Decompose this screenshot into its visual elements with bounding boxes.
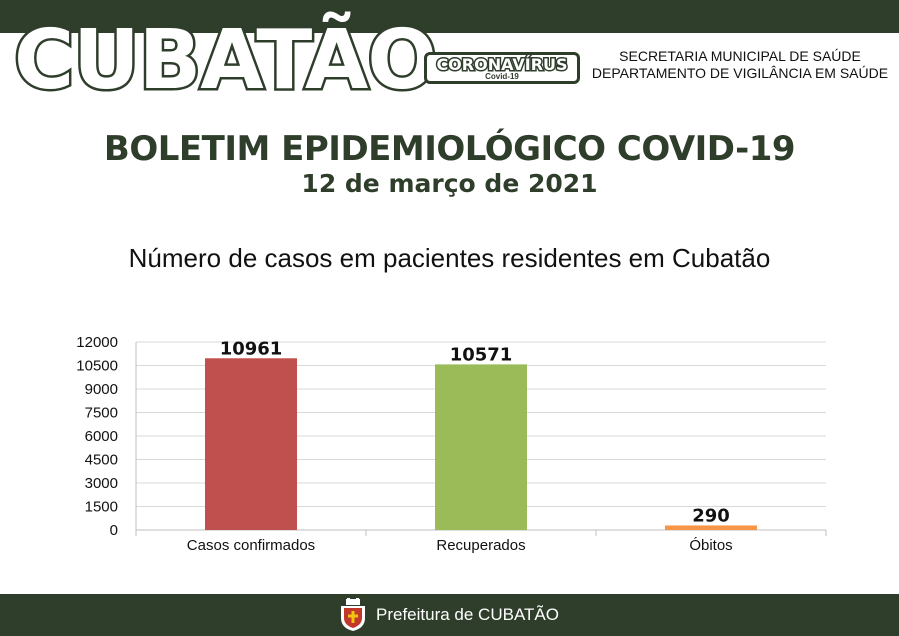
bulletin-title: BOLETIM EPIDEMIOLÓGICO COVID-19 [103, 129, 796, 169]
badge-sub-text: Covid-19 [485, 72, 519, 81]
x-tick-label: Casos confirmados [187, 537, 315, 554]
department-line-1: SECRETARIA MUNICIPAL DE SAÚDE [619, 48, 861, 64]
bar-2 [435, 364, 527, 530]
badge-main-text: CORONAVÍRUS [435, 55, 569, 75]
city-crest-icon [341, 598, 365, 631]
y-tick-label: 6000 [85, 428, 118, 445]
y-tick-label: 0 [110, 522, 118, 539]
y-tick-label: 7500 [85, 405, 118, 422]
city-title: CUBATÃO [11, 13, 439, 108]
bar-3 [665, 525, 757, 530]
chart-title: Número de casos em pacientes residentes … [128, 243, 771, 273]
y-tick-label: 12000 [76, 334, 118, 351]
department-block: SECRETARIA MUNICIPAL DE SAÚDE DEPARTAMEN… [590, 48, 890, 82]
coronavirus-badge: CORONAVÍRUS Covid-19 [424, 52, 580, 84]
data-label: 10961 [220, 338, 283, 359]
data-label: 10571 [450, 344, 513, 365]
footer: Prefeitura de CUBATÃO [0, 594, 899, 636]
top-bar [0, 0, 899, 33]
x-tick-label: Óbitos [689, 537, 732, 554]
bar-chart: 0 1500 3000 4500 6000 7500 9000 10500 12000 10961… [76, 334, 827, 554]
footer-brand: Prefeitura de CUBATÃO [338, 598, 559, 632]
y-tick-label: 3000 [85, 475, 118, 492]
data-label: 290 [692, 505, 730, 526]
y-tick-label: 1500 [85, 499, 118, 516]
footer-text: Prefeitura de CUBATÃO [376, 605, 559, 624]
x-tick-label: Recuperados [436, 537, 525, 554]
y-tick-label: 9000 [85, 381, 118, 398]
department-line-2: DEPARTAMENTO DE VIGILÂNCIA EM SAÚDE [591, 65, 889, 81]
bar-1 [205, 358, 297, 530]
bulletin-date: 12 de março de 2021 [301, 169, 598, 198]
y-tick-label: 4500 [85, 452, 118, 469]
y-tick-label: 10500 [76, 358, 118, 375]
